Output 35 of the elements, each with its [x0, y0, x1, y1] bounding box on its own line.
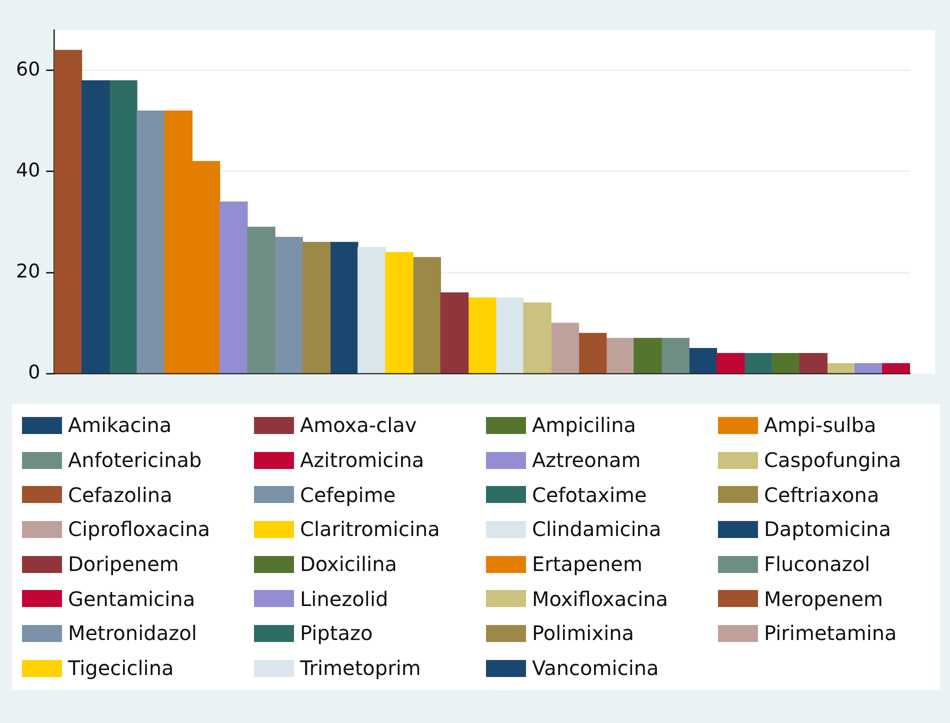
legend-label: Ampi-sulba — [764, 413, 876, 438]
legend-label: Moxifloxacina — [532, 586, 668, 611]
legend-label: Polimixina — [532, 621, 634, 646]
legend-label: Linezolid — [300, 586, 388, 611]
legend-label: Vancomicina — [532, 656, 659, 680]
legend-label: Ampicilina — [532, 413, 636, 438]
legend-label: Doxicilina — [300, 552, 398, 576]
legend-label: Daptomicina — [764, 517, 891, 542]
legend-label: Cefepime — [300, 482, 396, 507]
legend-label: Trimetoprim — [300, 656, 421, 680]
legend-label: Pirimetamina — [764, 621, 897, 646]
y-tick-label: 20 — [16, 260, 40, 282]
legend-label: Doripenem — [68, 552, 179, 576]
legend-label: Tigeciclina — [68, 656, 174, 680]
legend-label: Amikacina — [68, 413, 172, 438]
legend-label: Ertapenem — [532, 552, 642, 576]
legend-label: Clindamicina — [532, 517, 662, 542]
legend-label: Anfotericinab — [68, 448, 202, 472]
legend-label: Ciprofloxacina — [68, 517, 210, 542]
legend-label: Azitromicina — [300, 448, 424, 472]
legend-label: Cefazolina — [68, 482, 172, 507]
legend-label: Meropenem — [764, 586, 884, 611]
legend-label: Piptazo — [300, 621, 373, 646]
legend-label: Aztreonam — [532, 448, 641, 472]
y-tick-label: 60 — [16, 58, 40, 80]
legend-label: Metronidazol — [68, 621, 197, 646]
legend-label: Amoxa-clav — [300, 413, 417, 438]
legend-label: Fluconazol — [764, 552, 870, 576]
legend-label: Claritromicina — [300, 517, 440, 542]
legend-label: Cefotaxime — [532, 482, 647, 507]
legend-label: Gentamicina — [68, 586, 196, 611]
y-tick-label: 0 — [28, 362, 40, 384]
legend-label: Ceftriaxona — [764, 482, 880, 507]
y-tick-label: 40 — [16, 159, 40, 182]
legend-label: Caspofungina — [764, 448, 902, 472]
